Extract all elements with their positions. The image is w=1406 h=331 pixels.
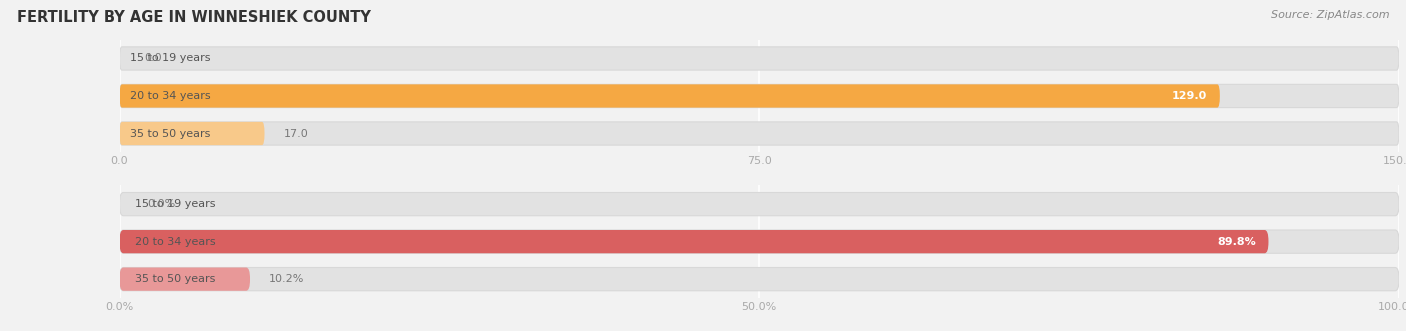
- Text: 129.0: 129.0: [1171, 91, 1208, 101]
- Text: 35 to 50 years: 35 to 50 years: [135, 274, 215, 284]
- FancyBboxPatch shape: [120, 193, 1399, 216]
- Text: 20 to 34 years: 20 to 34 years: [135, 237, 215, 247]
- FancyBboxPatch shape: [120, 267, 1399, 291]
- Text: 20 to 34 years: 20 to 34 years: [129, 91, 211, 101]
- Text: Source: ZipAtlas.com: Source: ZipAtlas.com: [1271, 10, 1389, 20]
- FancyBboxPatch shape: [120, 84, 1220, 108]
- FancyBboxPatch shape: [120, 267, 250, 291]
- Text: 35 to 50 years: 35 to 50 years: [129, 128, 209, 138]
- Text: 15 to 19 years: 15 to 19 years: [135, 199, 215, 209]
- FancyBboxPatch shape: [120, 47, 1399, 70]
- Text: 89.8%: 89.8%: [1218, 237, 1256, 247]
- FancyBboxPatch shape: [120, 122, 1399, 145]
- FancyBboxPatch shape: [120, 230, 1268, 253]
- FancyBboxPatch shape: [120, 84, 1399, 108]
- Text: 15 to 19 years: 15 to 19 years: [129, 54, 211, 64]
- Text: 10.2%: 10.2%: [269, 274, 305, 284]
- Text: 17.0: 17.0: [284, 128, 308, 138]
- Text: 0.0: 0.0: [145, 54, 162, 64]
- Text: 0.0%: 0.0%: [148, 199, 176, 209]
- FancyBboxPatch shape: [120, 122, 264, 145]
- Text: FERTILITY BY AGE IN WINNESHIEK COUNTY: FERTILITY BY AGE IN WINNESHIEK COUNTY: [17, 10, 371, 25]
- FancyBboxPatch shape: [120, 230, 1399, 253]
